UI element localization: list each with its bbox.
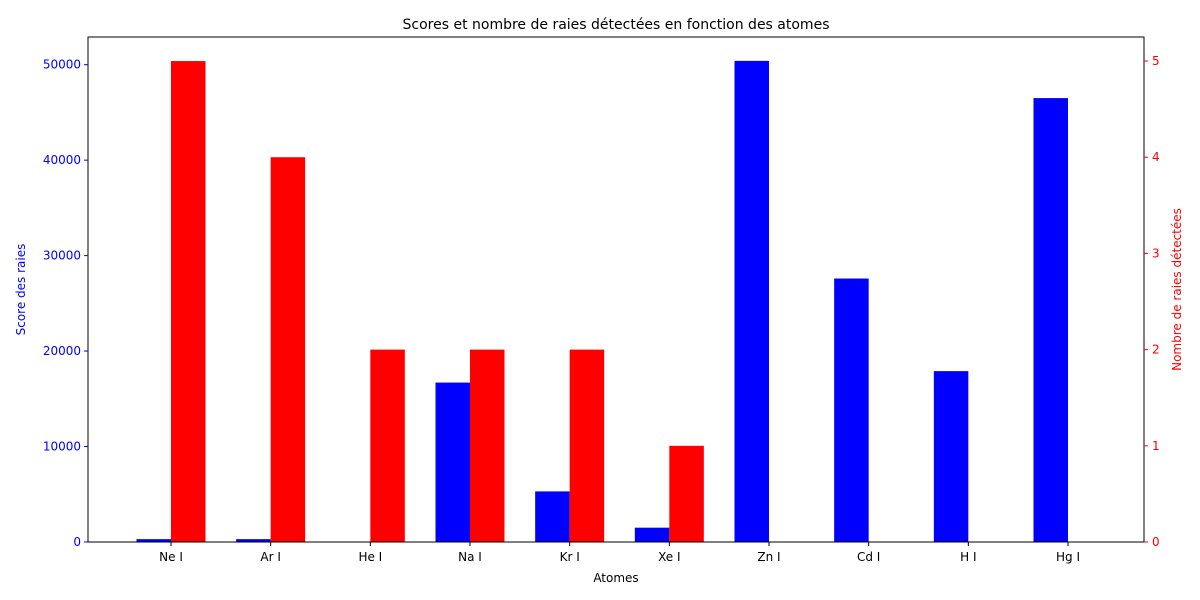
- left-tick-label: 20000: [43, 344, 81, 358]
- chart-title: Scores et nombre de raies détectées en f…: [403, 17, 830, 33]
- right-tick-label: 4: [1152, 150, 1160, 164]
- count-bars: [171, 61, 704, 543]
- left-tick-label: 30000: [43, 249, 81, 263]
- score-bar-3: [435, 382, 470, 542]
- right-tick-label: 1: [1152, 439, 1160, 453]
- x-tick-label: Na I: [458, 550, 482, 564]
- score-bar-5: [634, 527, 670, 542]
- score-bar-8: [933, 371, 969, 542]
- left-tick-label: 0: [73, 535, 81, 549]
- x-tick-label: H I: [960, 550, 976, 564]
- right-tick-label: 3: [1152, 246, 1160, 260]
- score-bar-7: [834, 278, 869, 542]
- x-tick-label: Cd I: [857, 550, 880, 564]
- count-bar-1: [270, 157, 306, 542]
- x-tick-label: He I: [358, 550, 382, 564]
- x-axis-title: Atomes: [593, 571, 638, 585]
- x-tick-label: Zn I: [757, 550, 780, 564]
- count-bar-5: [669, 445, 704, 542]
- right-tick-label: 5: [1152, 54, 1160, 68]
- score-bar-9: [1033, 98, 1068, 542]
- count-bar-3: [470, 349, 505, 542]
- count-bar-4: [569, 349, 605, 542]
- score-bars: [136, 60, 1068, 542]
- x-tick-label: Kr I: [560, 550, 580, 564]
- right-tick-label: 2: [1152, 343, 1160, 357]
- x-tick-label: Hg I: [1056, 550, 1080, 564]
- x-axis-ticks: Ne I Ar I He I Na I Kr I Xe I Zn I Cd I H I Hg I: [159, 542, 1080, 564]
- plot-frame: [87, 36, 1145, 543]
- count-bar-2: [370, 349, 405, 542]
- x-tick-label: Ne I: [159, 550, 183, 564]
- right-axis-ticks: 0 1 2 3 4 5: [1144, 54, 1160, 549]
- score-bar-6: [734, 60, 769, 542]
- count-bar-0: [171, 61, 206, 543]
- score-bar-1: [236, 539, 271, 542]
- score-bar-4: [535, 491, 570, 542]
- right-tick-label: 0: [1152, 535, 1160, 549]
- left-tick-label: 10000: [43, 440, 81, 454]
- x-tick-label: Ar I: [260, 550, 281, 564]
- score-bar-0: [136, 539, 171, 542]
- left-tick-label: 50000: [43, 58, 81, 72]
- left-axis-title: Score des raies: [14, 244, 28, 336]
- left-tick-label: 40000: [43, 153, 81, 167]
- left-axis-ticks: 0 10000 20000 30000 40000 50000: [43, 58, 88, 549]
- x-tick-label: Xe I: [658, 550, 680, 564]
- right-axis-title: Nombre de raies détectées: [1170, 208, 1184, 371]
